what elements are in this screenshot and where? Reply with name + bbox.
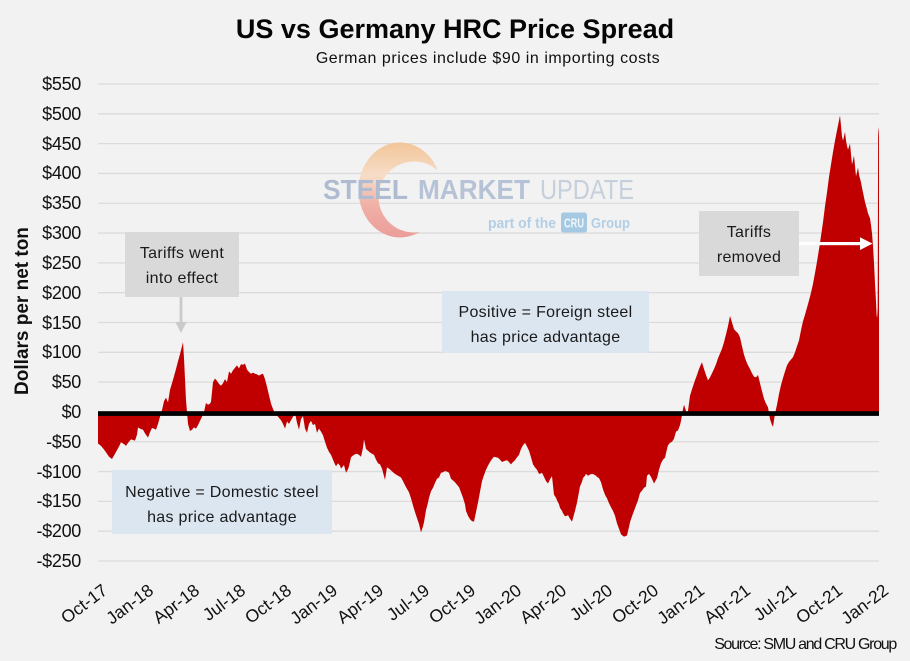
svg-text:part of the: part of the [488, 216, 556, 232]
svg-text:UPDATE: UPDATE [540, 174, 634, 205]
svg-text:STEEL: STEEL [323, 174, 408, 205]
svg-text:MARKET: MARKET [418, 174, 530, 205]
svg-text:CRU: CRU [564, 216, 584, 231]
svg-text:Group: Group [591, 216, 630, 232]
